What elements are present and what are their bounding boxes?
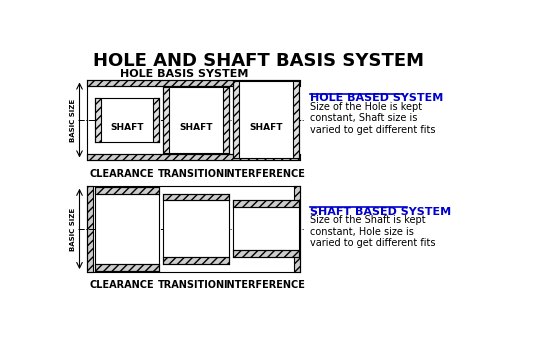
Text: HOLE BASIS SYSTEM: HOLE BASIS SYSTEM <box>120 69 248 79</box>
Text: SHAFT: SHAFT <box>110 123 144 132</box>
Bar <box>223 87 229 153</box>
Text: SHAFT: SHAFT <box>179 123 213 132</box>
Bar <box>163 258 229 264</box>
Bar <box>95 194 159 264</box>
Text: TRANSITION: TRANSITION <box>159 169 225 179</box>
Text: Size of the Hole is kept
constant, Shaft size is
varied to get different fits: Size of the Hole is kept constant, Shaft… <box>310 102 435 135</box>
Bar <box>87 186 300 272</box>
Bar <box>293 81 299 158</box>
Bar <box>163 87 229 153</box>
Text: TRANSITION: TRANSITION <box>159 280 225 290</box>
Bar <box>163 200 229 258</box>
Text: BASIC SIZE: BASIC SIZE <box>70 207 75 251</box>
Text: CLEARANCE: CLEARANCE <box>90 169 154 179</box>
Bar <box>87 86 300 154</box>
Text: CLEARANCE: CLEARANCE <box>90 280 154 290</box>
Bar <box>233 250 299 258</box>
Text: INTERFERENCE: INTERFERENCE <box>223 280 305 290</box>
Bar <box>163 194 229 200</box>
Text: SHAFT BASED SYSTEM: SHAFT BASED SYSTEM <box>310 207 451 216</box>
Bar <box>87 186 93 272</box>
Text: SHAFT: SHAFT <box>249 123 283 132</box>
Text: HOLE BASED SYSTEM: HOLE BASED SYSTEM <box>310 93 443 103</box>
Bar <box>95 98 101 142</box>
Text: INTERFERENCE: INTERFERENCE <box>223 169 305 179</box>
Bar <box>233 81 299 158</box>
Text: HOLE AND SHAFT BASIS SYSTEM: HOLE AND SHAFT BASIS SYSTEM <box>93 52 425 70</box>
Bar <box>233 207 299 250</box>
Bar <box>95 264 159 271</box>
Bar <box>294 186 300 272</box>
Bar <box>95 187 159 194</box>
Bar <box>163 87 169 153</box>
Bar <box>153 98 159 142</box>
Bar <box>87 154 300 160</box>
Bar <box>233 81 239 158</box>
Bar <box>95 98 159 142</box>
Bar <box>233 200 299 207</box>
Bar <box>87 80 300 86</box>
Text: Size of the Shaft is kept
constant, Hole size is
varied to get different fits: Size of the Shaft is kept constant, Hole… <box>310 215 435 248</box>
Text: BASIC SIZE: BASIC SIZE <box>70 98 75 142</box>
